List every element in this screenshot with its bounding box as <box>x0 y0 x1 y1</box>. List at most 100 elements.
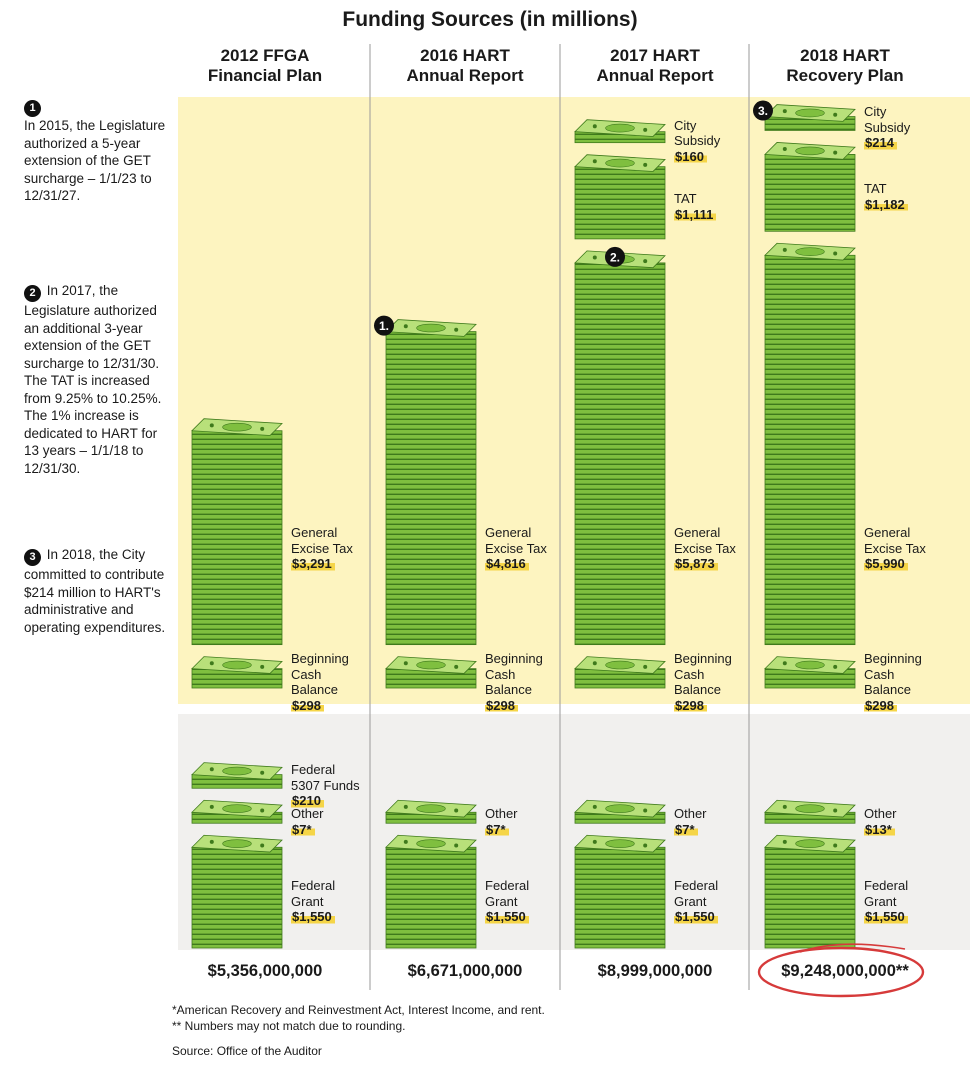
data-label-general-excise-tax-3: $5,873 <box>674 556 718 572</box>
data-label-other-4: $13* <box>864 821 895 838</box>
column-header-4-line-1: 2018 HART <box>800 46 890 65</box>
note-text-1: In 2015, the Legislature authorized a 5-… <box>24 118 166 203</box>
column-header-2-line-2: Annual Report <box>406 66 524 85</box>
data-label-federal-grant-4: $1,550 <box>864 909 908 925</box>
series-name-general-excise-tax-3-line-2: Excise Tax <box>674 540 736 556</box>
data-label-general-excise-tax-1: $3,291 <box>291 556 335 572</box>
data-label-federal-5307-funds-1: $210 <box>291 793 324 809</box>
series-name-beginning-cash-balance-2-line-1: Beginning <box>485 651 543 667</box>
data-label-city-subsidy-4: $214 <box>864 135 897 151</box>
note-3: 3 In 2018, the City committed to contrib… <box>24 546 174 636</box>
stack-federal-grant-3 <box>574 834 666 949</box>
label-city-subsidy-4: City Subsidy $214 <box>864 104 910 151</box>
series-name-tat-4-line-1: TAT <box>864 181 887 197</box>
data-label-other-3: $7* <box>674 821 698 838</box>
series-name-beginning-cash-balance-1-line-2: Cash <box>291 666 322 682</box>
label-beginning-cash-balance-4: Beginning Cash Balance $298 <box>864 651 922 714</box>
marker-circle-1 <box>374 315 394 336</box>
series-name-federal-grant-3-line-2: Grant <box>674 893 707 909</box>
data-label-federal-grant-3: $1,550 <box>674 909 718 925</box>
stack-city-subsidy-3 <box>574 119 666 144</box>
series-name-federal-grant-4-line-1: Federal <box>864 878 909 894</box>
series-name-other-3-line-1: Other <box>674 806 707 822</box>
series-name-beginning-cash-balance-1-line-1: Beginning <box>291 651 349 667</box>
stack-tat-3 <box>574 154 666 240</box>
stack-federal-grant-2 <box>385 834 477 949</box>
stack-city-subsidy-4 <box>764 104 856 131</box>
label-federal-5307-funds-1: Federal 5307 Funds $210 <box>291 762 360 809</box>
stack-beginning-cash-balance-1 <box>191 656 283 689</box>
series-name-other-2-line-1: Other <box>485 806 518 822</box>
stack-other-4 <box>764 799 856 824</box>
note-marker-3: 3 <box>24 549 41 566</box>
series-name-beginning-cash-balance-3-line-3: Balance <box>674 682 721 698</box>
label-federal-grant-3: Federal Grant $1,550 <box>674 878 718 925</box>
footnote-arra: *American Recovery and Reinvestment Act,… <box>172 1003 545 1017</box>
stack-general-excise-tax-4 <box>764 242 856 646</box>
series-name-tat-3-line-1: TAT <box>674 191 697 207</box>
label-general-excise-tax-1: General Excise Tax $3,291 <box>291 525 353 572</box>
label-beginning-cash-balance-1: Beginning Cash Balance $298 <box>291 651 349 714</box>
note-text-2: In 2017, the Legislature authorized an a… <box>24 283 162 476</box>
stack-general-excise-tax-1 <box>191 418 283 646</box>
column-header-4: 2018 HART Recovery Plan <box>750 46 940 86</box>
column-header-1-line-2: Financial Plan <box>207 66 323 85</box>
series-name-beginning-cash-balance-2-line-2: Cash <box>485 666 516 682</box>
label-general-excise-tax-3: General Excise Tax $5,873 <box>674 525 736 572</box>
series-name-general-excise-tax-2-line-2: Excise Tax <box>485 540 547 556</box>
total-2: $6,671,000,000 <box>407 962 523 980</box>
series-name-federal-grant-2-line-2: Grant <box>485 893 518 909</box>
marker-text-3: 3. <box>758 104 768 118</box>
label-federal-grant-1: Federal Grant $1,550 <box>291 878 335 925</box>
series-name-federal-5307-funds-1-line-1: Federal <box>291 762 336 778</box>
stack-other-3 <box>574 799 666 824</box>
stack-beginning-cash-balance-4 <box>764 656 856 689</box>
data-label-general-excise-tax-2: $4,816 <box>485 556 529 572</box>
data-label-federal-grant-1: $1,550 <box>291 909 335 925</box>
stack-federal-grant-4 <box>764 834 856 949</box>
data-label-beginning-cash-balance-4: $298 <box>864 697 897 714</box>
label-tat-4: TAT $1,182 <box>864 181 908 213</box>
footnote-rounding: ** Numbers may not match due to rounding… <box>172 1019 406 1033</box>
label-beginning-cash-balance-3: Beginning Cash Balance $298 <box>674 651 732 714</box>
stack-tat-4 <box>764 142 856 232</box>
column-header-3-line-2: Annual Report <box>596 66 714 85</box>
column-header-1-line-1: 2012 FFGA <box>220 46 310 65</box>
column-header-2-line-1: 2016 HART <box>420 46 510 65</box>
series-name-general-excise-tax-3-line-1: General <box>674 525 721 541</box>
column-header-1: 2012 FFGA Financial Plan <box>170 46 360 86</box>
series-name-other-1-line-1: Other <box>291 806 324 822</box>
stack-other-1 <box>191 799 283 824</box>
series-name-federal-grant-1-line-1: Federal <box>291 878 336 894</box>
series-name-beginning-cash-balance-4-line-1: Beginning <box>864 651 922 667</box>
series-name-beginning-cash-balance-4-line-3: Balance <box>864 682 911 698</box>
footnote-source: Source: Office of the Auditor <box>172 1044 322 1058</box>
stack-general-excise-tax-2 <box>385 319 477 646</box>
marker-circle-3 <box>753 100 773 121</box>
label-federal-grant-4: Federal Grant $1,550 <box>864 878 908 925</box>
stack-general-excise-tax-3 <box>574 250 666 646</box>
series-name-general-excise-tax-1-line-1: General <box>291 525 338 541</box>
note-marker-1: 1 <box>24 100 41 117</box>
series-name-city-subsidy-4-line-2: Subsidy <box>864 119 911 135</box>
label-other-3: Other $7* <box>674 806 707 838</box>
note-marker-2: 2 <box>24 285 41 302</box>
series-name-general-excise-tax-4-line-2: Excise Tax <box>864 540 926 556</box>
data-label-city-subsidy-3: $160 <box>674 148 707 165</box>
label-general-excise-tax-2: General Excise Tax $4,816 <box>485 525 547 572</box>
series-name-other-4-line-1: Other <box>864 806 897 822</box>
series-name-federal-5307-funds-1-line-2: 5307 Funds <box>291 777 360 793</box>
note-2: 2 In 2017, the Legislature authorized an… <box>24 282 174 477</box>
marker-circle-2 <box>605 246 625 267</box>
marker-1: 1. <box>374 315 394 336</box>
total-1: $5,356,000,000 <box>207 962 323 980</box>
series-name-federal-grant-2-line-1: Federal <box>485 878 530 894</box>
series-name-general-excise-tax-2-line-1: General <box>485 525 532 541</box>
note-text-3: In 2018, the City committed to contribut… <box>24 547 166 635</box>
series-name-city-subsidy-3-line-1: City <box>674 117 697 133</box>
series-name-federal-grant-4-line-2: Grant <box>864 893 897 909</box>
total-4: $9,248,000,000** <box>781 962 909 980</box>
label-city-subsidy-3: City Subsidy $160 <box>674 118 720 165</box>
